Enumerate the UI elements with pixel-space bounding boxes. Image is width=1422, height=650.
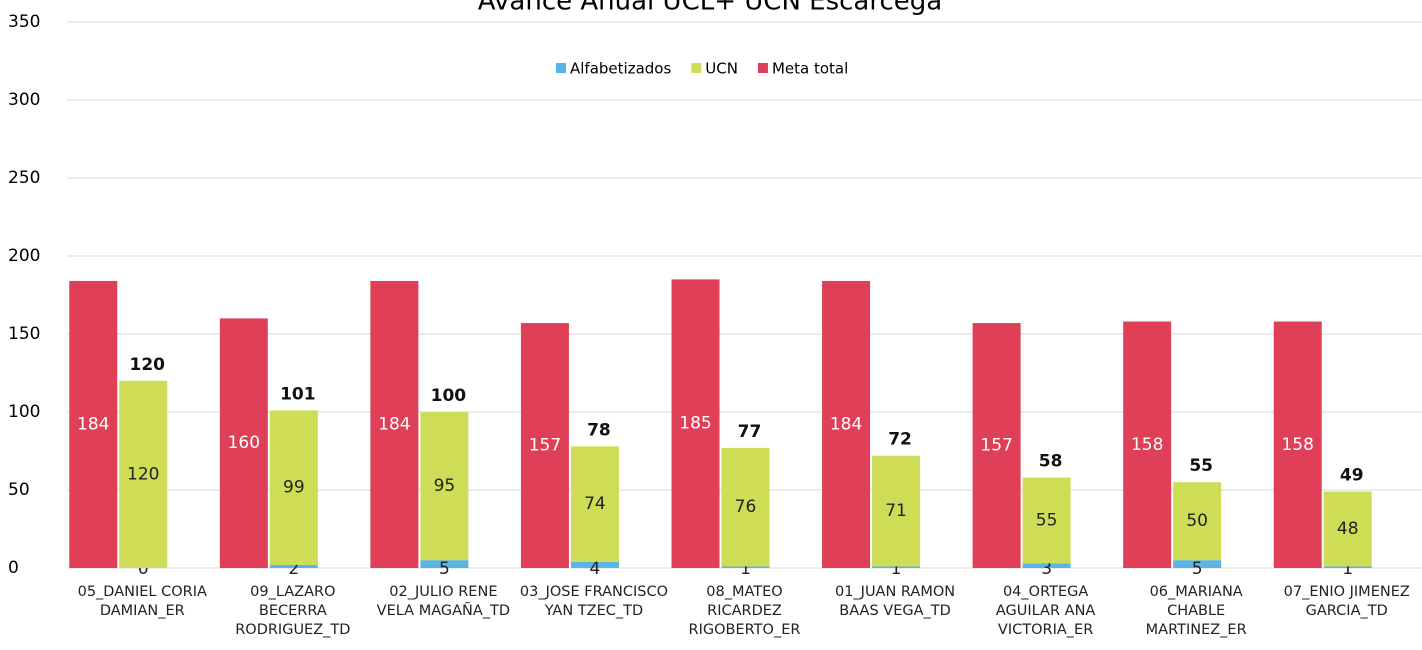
bar-segment — [1323, 566, 1372, 568]
total-label: 120 — [130, 355, 166, 375]
data-label: 50 — [1186, 511, 1208, 531]
data-label: 184 — [378, 414, 410, 434]
data-label: 160 — [228, 433, 260, 453]
y-tick-label: 200 — [8, 246, 40, 266]
bar-segment — [420, 412, 469, 561]
bar-segment — [721, 566, 770, 568]
bar-segment — [269, 564, 318, 568]
y-tick-label: 300 — [8, 90, 40, 110]
total-label: 49 — [1340, 466, 1364, 486]
x-tick-label: 06_MARIANA CHABLE MARTINEZ_ER — [1145, 584, 1247, 638]
total-label: 101 — [280, 384, 316, 404]
data-label: 157 — [980, 436, 1012, 456]
bar — [219, 318, 268, 568]
bar-segment — [1173, 560, 1222, 568]
bar — [520, 323, 569, 568]
y-tick-label: 150 — [8, 324, 40, 344]
data-label: 184 — [830, 414, 862, 434]
bar-segment — [1173, 482, 1222, 561]
bar-segment — [119, 380, 168, 568]
bar-segment — [1022, 563, 1071, 568]
x-tick-label: 05_DANIEL CORIA DAMIAN_ER — [77, 584, 207, 619]
data-label: 4 — [590, 559, 601, 579]
data-label: 2 — [288, 559, 299, 579]
total-label: 78 — [587, 420, 611, 440]
bar-segment — [872, 566, 921, 568]
bar — [69, 280, 118, 568]
y-tick-label: 0 — [8, 558, 19, 578]
legend-swatch — [556, 63, 566, 73]
x-tick-label: 04_ORTEGA AGUILAR ANA VICTORIA_ER — [995, 584, 1096, 638]
bar — [671, 279, 720, 568]
bar-segment — [420, 560, 469, 568]
x-tick-label: 02_JULIO RENE VELA MAGAÑA_TD — [376, 584, 511, 619]
bar-segment — [570, 561, 619, 568]
total-label: 100 — [431, 386, 467, 406]
bar — [1273, 321, 1322, 568]
data-label: 120 — [127, 464, 159, 484]
data-label: 157 — [529, 436, 561, 456]
data-label: 158 — [1131, 435, 1163, 455]
y-tick-label: 50 — [8, 480, 30, 500]
chart-title: Avance Anual UCL+ UCN Escarcega — [478, 0, 942, 17]
data-label: 185 — [679, 414, 711, 434]
bar-segment — [872, 455, 921, 567]
total-label: 72 — [888, 430, 912, 450]
data-label: 55 — [1036, 510, 1058, 530]
data-label: 184 — [77, 414, 109, 434]
data-label: 3 — [1041, 559, 1052, 579]
bar — [972, 323, 1021, 568]
data-label: 99 — [283, 478, 305, 498]
data-label: 95 — [434, 476, 456, 496]
data-label: 1 — [891, 559, 902, 579]
data-label: 74 — [584, 494, 606, 514]
y-tick-label: 100 — [8, 402, 40, 422]
data-label: 5 — [1192, 559, 1203, 579]
bar-segment — [1323, 491, 1372, 567]
x-tick-label: 07_ENIO JIMENEZ GARCIA_TD — [1283, 584, 1410, 619]
x-tick-label: 03_JOSE FRANCISCO YAN TZEC_TD — [519, 584, 668, 619]
data-label: 1 — [740, 559, 751, 579]
bar-segment — [269, 410, 318, 565]
x-tick-label: 09_LAZARO BECERRA RODRIGUEZ_TD — [235, 584, 351, 638]
y-tick-label: 350 — [8, 12, 40, 32]
bar-segment — [1022, 477, 1071, 564]
legend-swatch — [691, 63, 702, 73]
data-label: 48 — [1337, 519, 1359, 539]
bar — [1123, 321, 1172, 568]
data-label: 158 — [1281, 435, 1313, 455]
total-label: 77 — [738, 422, 762, 442]
x-tick-label: 01_JUAN RAMON BAAS VEGA_TD — [834, 584, 956, 619]
legend-label: UCN — [705, 60, 738, 78]
x-tick-label: 08_MATEO RICARDEZ RIGOBERTO_ER — [688, 584, 801, 638]
data-label: 76 — [735, 497, 757, 517]
bar-segment — [721, 447, 770, 567]
bar — [822, 280, 871, 568]
bar — [370, 280, 419, 568]
legend-swatch — [757, 63, 768, 73]
data-label: 71 — [885, 501, 907, 521]
total-label: 58 — [1039, 452, 1063, 472]
legend-label: Alfabetizados — [570, 60, 671, 78]
data-label: 1 — [1342, 559, 1353, 579]
total-label: 55 — [1189, 456, 1213, 476]
y-tick-label: 250 — [8, 168, 40, 188]
data-label: 5 — [439, 559, 450, 579]
data-label: 0 — [138, 559, 149, 579]
legend-label: Meta total — [772, 60, 848, 78]
bar-segment — [570, 446, 619, 562]
